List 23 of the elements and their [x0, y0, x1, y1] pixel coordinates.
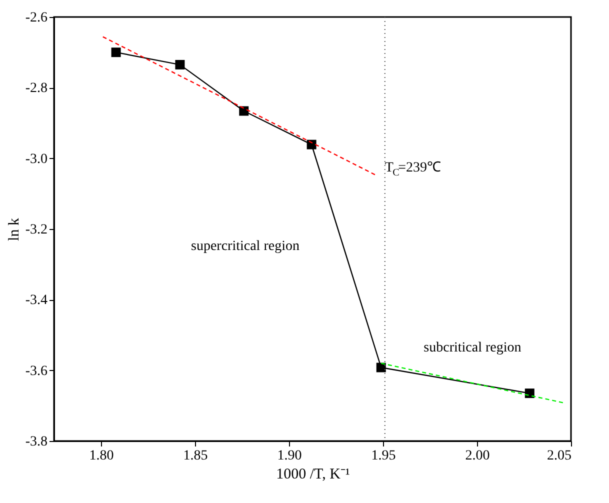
- point: [111, 48, 121, 58]
- y-tick-label: -3.0: [25, 152, 48, 167]
- x-tick-label: 1.80: [89, 448, 114, 464]
- point: [376, 362, 386, 372]
- x-tick-label: 1.85: [183, 448, 208, 464]
- y-tick-label: -2.6: [25, 10, 48, 26]
- x-tick-label: 1.95: [371, 448, 396, 464]
- x-tick-label: 2.05: [547, 448, 572, 464]
- y-axis-title: ln k: [6, 218, 22, 241]
- point: [239, 106, 249, 116]
- annotation: subcritical region: [424, 340, 522, 356]
- annotation: supercritical region: [191, 238, 300, 254]
- y-tick-label: -3.4: [25, 293, 48, 308]
- x-tick-label: 2.00: [465, 448, 490, 464]
- point: [175, 60, 185, 70]
- y-tick-label: -2.8: [25, 81, 48, 96]
- point: [524, 388, 534, 398]
- x-tick-label: 1.90: [277, 448, 302, 464]
- y-tick-label: -3.2: [25, 222, 48, 238]
- point: [306, 140, 316, 150]
- y-tick-label: -3.6: [25, 364, 48, 379]
- x-axis-title: 1000 /T, K⁻¹: [276, 466, 350, 482]
- y-tick-label: -3.8: [25, 434, 48, 450]
